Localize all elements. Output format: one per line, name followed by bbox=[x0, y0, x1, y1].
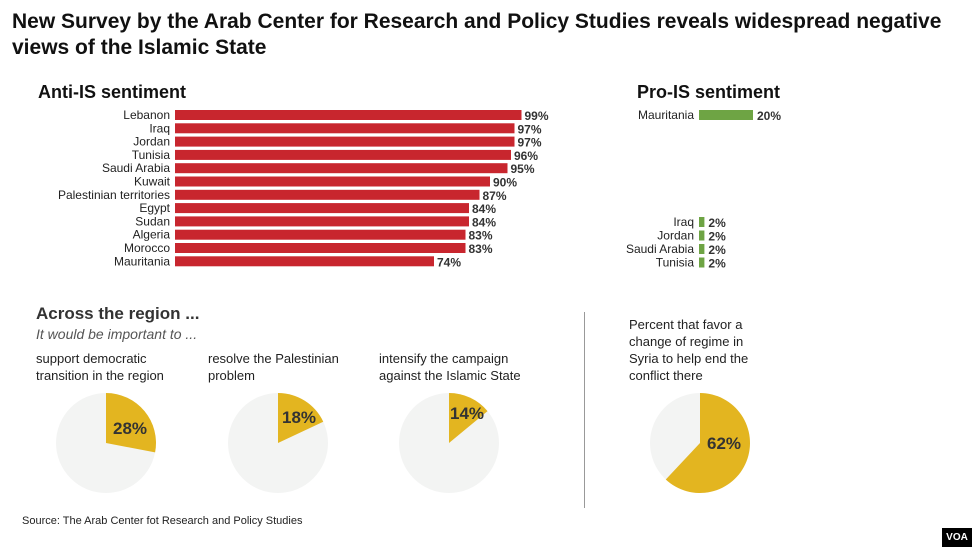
anti-bar-category: Jordan bbox=[133, 135, 170, 149]
anti-bar-category: Mauritania bbox=[114, 254, 170, 268]
pro-bar-category: Mauritania bbox=[638, 108, 694, 122]
pro-bar-category: Saudi Arabia bbox=[626, 242, 694, 256]
anti-bar-value: 97% bbox=[518, 136, 542, 150]
anti-bar bbox=[175, 229, 466, 240]
anti-bar-value: 96% bbox=[514, 149, 538, 163]
anti-bar bbox=[175, 256, 434, 267]
anti-bar-value: 97% bbox=[518, 122, 542, 136]
pro-is-heading: Pro-IS sentiment bbox=[637, 82, 781, 102]
pro-bar-value: 2% bbox=[708, 243, 726, 257]
anti-bar bbox=[175, 216, 469, 227]
section-divider bbox=[584, 312, 585, 508]
anti-bar-category: Algeria bbox=[133, 228, 171, 242]
pro-bar-value: 2% bbox=[708, 216, 726, 230]
pie-label-campaign: intensify the campaign against the Islam… bbox=[379, 351, 521, 383]
pie-value-label: 18% bbox=[282, 408, 316, 427]
anti-bar bbox=[175, 203, 469, 214]
anti-bar-value: 99% bbox=[525, 109, 549, 123]
pie-label-palestinian: resolve the Palestinian problem bbox=[208, 351, 339, 383]
pro-bar bbox=[699, 110, 753, 120]
bar-charts: Lebanon 99% Iraq 97% Jordan 97% Tunisia 96% Saud… bbox=[58, 108, 781, 271]
region-title: Across the region ... bbox=[36, 304, 200, 323]
pro-bar bbox=[699, 244, 705, 254]
anti-bar-category: Iraq bbox=[149, 121, 170, 135]
anti-bar-value: 84% bbox=[472, 202, 496, 216]
anti-bar-value: 74% bbox=[437, 255, 461, 269]
anti-bar-category: Sudan bbox=[135, 214, 170, 228]
pie-slice bbox=[106, 393, 156, 453]
anti-bar-value: 90% bbox=[493, 176, 517, 190]
voa-logo: VOA bbox=[942, 528, 972, 547]
anti-is-heading: Anti-IS sentiment bbox=[38, 82, 187, 102]
anti-bar bbox=[175, 189, 480, 200]
pie-slice bbox=[665, 393, 750, 493]
anti-bar bbox=[175, 163, 508, 174]
anti-bar bbox=[175, 243, 466, 253]
anti-bar bbox=[175, 176, 490, 187]
pro-bar-category: Iraq bbox=[673, 215, 694, 229]
anti-bar bbox=[175, 149, 511, 160]
anti-bar-category: Tunisia bbox=[132, 148, 171, 162]
pie-label-syria: Percent that favor a change of regime in… bbox=[629, 317, 749, 383]
anti-bar bbox=[175, 136, 515, 147]
anti-bar-value: 95% bbox=[511, 162, 535, 176]
anti-bar-category: Saudi Arabia bbox=[102, 161, 170, 175]
pro-bar bbox=[699, 257, 705, 268]
pie-slice bbox=[278, 393, 324, 443]
pro-bar-value: 2% bbox=[708, 257, 726, 271]
pie-value-label: 14% bbox=[450, 404, 484, 423]
anti-bar-category: Morocco bbox=[124, 241, 170, 255]
anti-bar bbox=[175, 123, 515, 134]
anti-bar-category: Kuwait bbox=[134, 175, 171, 189]
anti-bar-category: Lebanon bbox=[123, 108, 170, 122]
pie-value-label: 62% bbox=[707, 434, 741, 453]
anti-bar bbox=[175, 110, 522, 120]
anti-bar-value: 83% bbox=[469, 242, 493, 256]
region-subtitle: It would be important to ... bbox=[36, 326, 198, 342]
source-note: Source: The Arab Center fot Research and… bbox=[22, 515, 303, 527]
pie-slice bbox=[449, 393, 488, 443]
anti-bar-category: Egypt bbox=[139, 201, 170, 215]
anti-bar-value: 84% bbox=[472, 215, 496, 229]
pro-bar-value: 2% bbox=[708, 230, 726, 244]
anti-bar-value: 83% bbox=[469, 229, 493, 243]
pie-label-democratic: support democratic transition in the reg… bbox=[36, 351, 164, 383]
page-title: New Survey by the Arab Center for Resear… bbox=[12, 10, 942, 59]
pro-bar-category: Tunisia bbox=[656, 256, 695, 270]
anti-bar-value: 87% bbox=[483, 189, 507, 203]
pro-bar bbox=[699, 230, 705, 241]
pro-bar-category: Jordan bbox=[657, 229, 694, 243]
anti-bar-category: Palestinian territories bbox=[58, 188, 170, 202]
pro-bar-value: 20% bbox=[757, 109, 781, 123]
pie-value-label: 28% bbox=[113, 419, 147, 438]
pro-bar bbox=[699, 217, 705, 227]
